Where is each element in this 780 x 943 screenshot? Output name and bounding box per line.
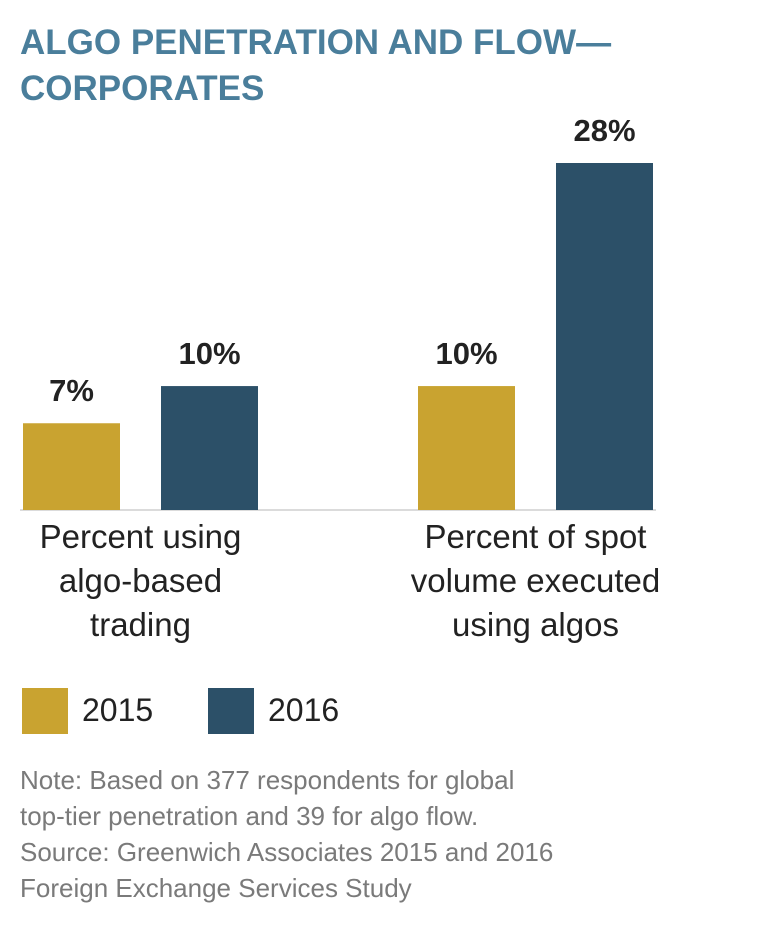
category-label: Percent using algo-based trading xyxy=(39,518,242,643)
value-label: 10% xyxy=(178,336,241,372)
bar xyxy=(23,423,120,510)
category-label: Percent of spot volume executed using al… xyxy=(410,518,661,643)
legend-swatch xyxy=(208,688,254,734)
legend-swatch xyxy=(22,688,68,734)
bar xyxy=(418,386,515,510)
chart-title: ALGO PENETRATION AND FLOW— CORPORATES xyxy=(20,23,612,108)
value-label: 7% xyxy=(49,373,94,409)
bar xyxy=(556,163,653,510)
value-label: 10% xyxy=(435,336,498,372)
value-label: 28% xyxy=(573,113,636,148)
legend-label: 2015 xyxy=(82,692,154,728)
note: Note: Based on 377 respondents for globa… xyxy=(20,765,554,903)
legend-label: 2016 xyxy=(268,692,340,728)
bar xyxy=(161,386,258,510)
